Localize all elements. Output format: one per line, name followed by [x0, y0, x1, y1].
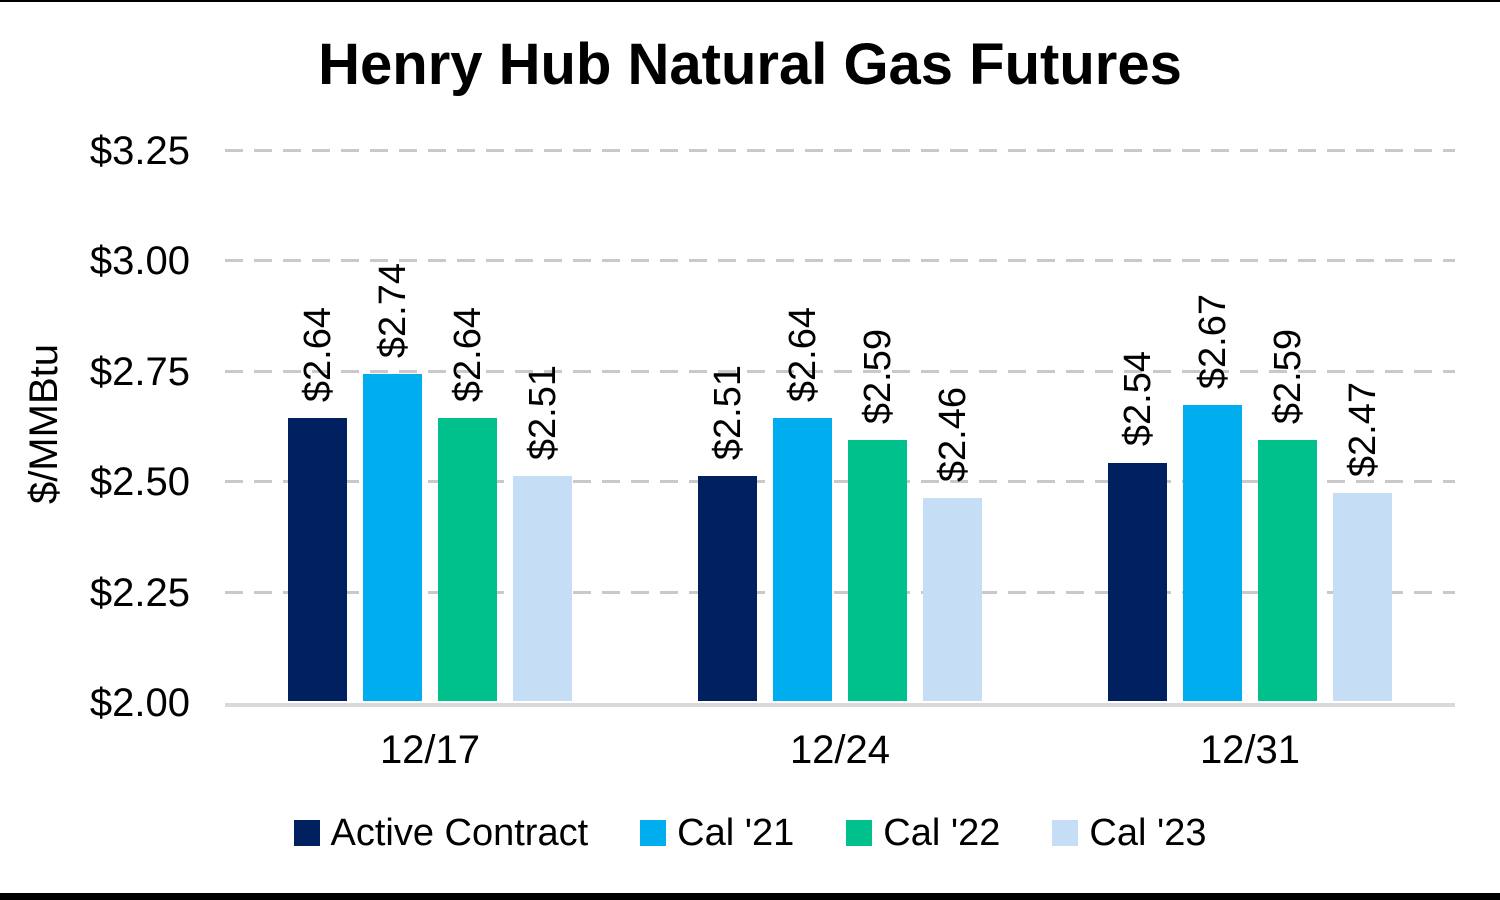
bar: [288, 418, 347, 701]
bar-group: $2.54 $2.67 $2.59 $2.47: [1045, 120, 1455, 703]
bar-slot: $2.64: [438, 120, 497, 703]
bar-slot: $2.51: [513, 120, 572, 703]
bar: [438, 418, 497, 701]
x-axis-line: [225, 703, 1455, 707]
chart-title: Henry Hub Natural Gas Futures: [318, 32, 1182, 97]
legend-item: Cal '22: [846, 810, 1000, 856]
bar-data-label: $2.64: [296, 307, 339, 403]
plot-area: $2.64 $2.74 $2.64 $2.51 $2.51 $2.64 $2.59 $2.46…: [225, 120, 1455, 707]
bar-data-label: $2.47: [1341, 382, 1384, 478]
legend-swatch: [293, 820, 320, 846]
bar: [1183, 405, 1242, 701]
legend: Active Contract Cal '21 Cal '22 Cal '23: [0, 810, 1500, 856]
bar-slot: $2.74: [363, 120, 422, 703]
legend-label: Cal '23: [1089, 812, 1207, 854]
legend-item: Active Contract: [293, 810, 589, 856]
x-tick-label: 12/31: [1199, 728, 1301, 772]
gridline: [225, 148, 1455, 152]
bar-data-label: $2.46: [931, 386, 974, 482]
gridline: [225, 480, 1455, 484]
y-tick-label: $2.25: [89, 570, 190, 615]
bar-slot: $2.64: [288, 120, 347, 703]
legend-item: Cal '21: [640, 810, 794, 856]
bar-data-label: $2.64: [781, 307, 824, 403]
bar: [848, 440, 907, 701]
bar: [923, 497, 982, 701]
bar-group: $2.51 $2.64 $2.59 $2.46: [635, 120, 1045, 703]
bar-data-label: $2.51: [521, 364, 564, 460]
bar-data-label: $2.59: [856, 329, 899, 425]
y-tick-label: $2.00: [89, 681, 190, 725]
bar-slot: $2.46: [923, 120, 982, 703]
y-tick-label: $3.25: [89, 128, 190, 173]
x-tick-label: 12/17: [379, 728, 481, 772]
legend-label: Cal '21: [677, 812, 795, 854]
y-tick-label: $2.75: [89, 349, 190, 394]
bar-data-label: $2.51: [706, 364, 749, 460]
y-axis-ticks: $2.00 $2.25 $2.50 $2.75 $3.00 $3.25: [0, 120, 190, 723]
legend-label: Active Contract: [330, 812, 589, 854]
bar-data-label: $2.64: [446, 307, 489, 403]
legend-swatch: [1052, 820, 1079, 846]
bar-group: $2.64 $2.74 $2.64 $2.51: [225, 120, 635, 703]
y-tick-label: $3.00: [89, 239, 190, 284]
legend-label: Cal '22: [883, 812, 1001, 854]
bar-slot: $2.67: [1183, 120, 1242, 703]
gridline: [225, 369, 1455, 373]
bar-slot: $2.51: [698, 120, 757, 703]
bar-data-label: $2.59: [1266, 329, 1309, 425]
top-border: [0, 0, 1500, 2]
bar-slot: $2.64: [773, 120, 832, 703]
bar: [698, 475, 757, 701]
gridline: [225, 590, 1455, 594]
legend-swatch: [640, 820, 667, 846]
bottom-border: [0, 893, 1500, 900]
bar-slot: $2.59: [848, 120, 907, 703]
bar-slot: $2.59: [1258, 120, 1317, 703]
gridline: [225, 259, 1455, 263]
bar: [1108, 462, 1167, 701]
bar: [363, 374, 422, 701]
bar: [1258, 440, 1317, 701]
bar-data-label: $2.54: [1116, 351, 1159, 447]
legend-item: Cal '23: [1052, 810, 1206, 856]
bar-slot: $2.47: [1333, 120, 1392, 703]
bar-data-label: $2.74: [371, 263, 414, 359]
y-tick-label: $2.50: [89, 460, 190, 505]
bar-slot: $2.54: [1108, 120, 1167, 703]
x-tick-label: 12/24: [789, 728, 891, 772]
bar: [773, 418, 832, 701]
bar: [513, 475, 572, 701]
bar-data-label: $2.67: [1191, 294, 1234, 390]
bar: [1333, 493, 1392, 701]
x-axis-ticks: 12/17 12/24 12/31: [225, 726, 1455, 776]
legend-swatch: [846, 820, 873, 846]
